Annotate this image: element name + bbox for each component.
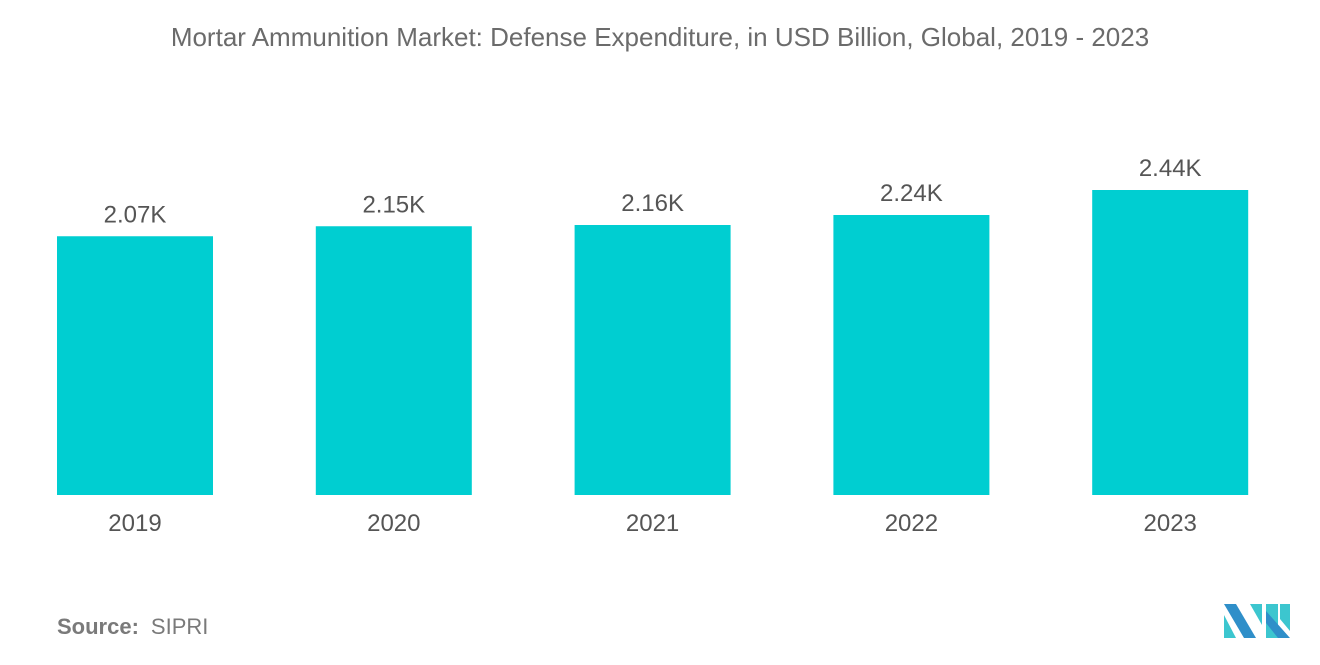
source-value: SIPRI — [150, 614, 209, 639]
data-label: 2.07K — [104, 201, 167, 228]
x-tick-label: 2022 — [885, 510, 938, 537]
bar-2019 — [57, 236, 213, 495]
source-note: Source: SIPRI — [57, 614, 208, 640]
chart-title: Mortar Ammunition Market: Defense Expend… — [170, 22, 1150, 52]
bar-2021 — [574, 225, 731, 495]
data-label: 2.24K — [880, 180, 943, 207]
bar-2020 — [315, 226, 472, 495]
bar-2023 — [1092, 190, 1249, 495]
mordor-logo — [1224, 604, 1290, 638]
data-label: 2.44K — [1139, 155, 1202, 182]
bar-2022 — [833, 215, 990, 495]
x-tick-label: 2021 — [626, 510, 679, 537]
data-label: 2.15K — [362, 191, 425, 218]
x-tick-label: 2020 — [367, 510, 420, 537]
x-tick-label: 2019 — [108, 510, 161, 537]
data-label: 2.16K — [621, 190, 684, 217]
source-label: Source: — [57, 614, 139, 639]
bar-chart: 2.07K 2019 2.15K 2020 2.16K 2021 2.24K 2022 2.44… — [57, 155, 1249, 537]
x-tick-label: 2023 — [1144, 510, 1197, 537]
